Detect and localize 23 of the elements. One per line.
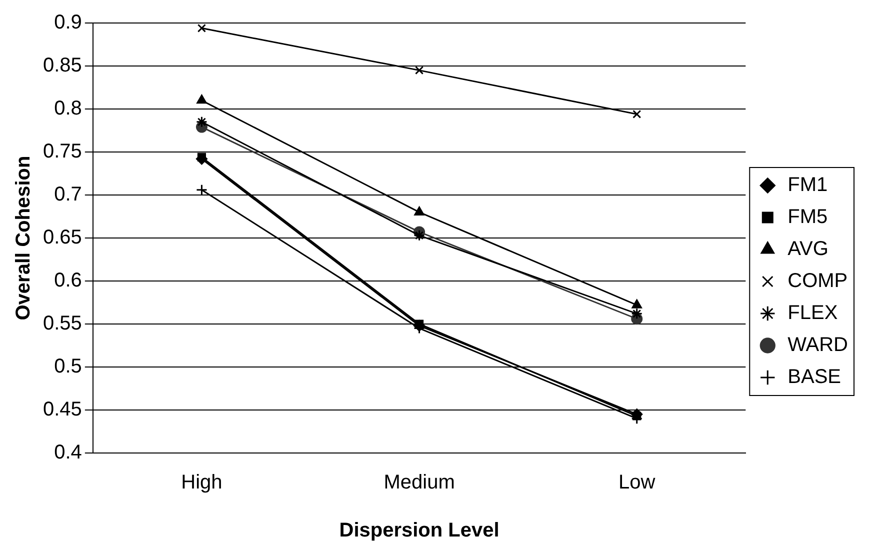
x-tick-label: Medium — [384, 472, 455, 494]
y-tick-label: 0.45 — [42, 398, 82, 421]
legend-label: COMP — [788, 270, 848, 292]
y-tick-label: 0.9 — [54, 12, 82, 34]
y-tick-label: 0.7 — [54, 184, 82, 206]
x-axis-title: Dispersion Level — [339, 520, 500, 542]
legend-label: BASE — [788, 366, 841, 388]
y-tick-label: 0.6 — [54, 270, 82, 292]
y-tick-label: 0.8 — [54, 98, 82, 120]
y-tick-label: 0.4 — [54, 442, 82, 464]
y-tick-label: 0.75 — [42, 140, 82, 163]
x-tick-label: Low — [618, 472, 656, 494]
x-tick-label: High — [181, 472, 222, 494]
legend-label: AVG — [788, 238, 828, 260]
y-tick-label: 0.5 — [54, 356, 82, 378]
legend-label: FM5 — [788, 206, 828, 228]
y-tick-label: 0.85 — [42, 54, 82, 77]
legend-label: WARD — [788, 334, 848, 356]
legend-label: FLEX — [788, 302, 838, 324]
y-tick-label: 0.55 — [42, 312, 82, 335]
y-axis-title: Overall Cohesion — [12, 156, 35, 320]
y-tick-label: 0.65 — [42, 226, 82, 249]
legend-label: FM1 — [788, 174, 828, 196]
